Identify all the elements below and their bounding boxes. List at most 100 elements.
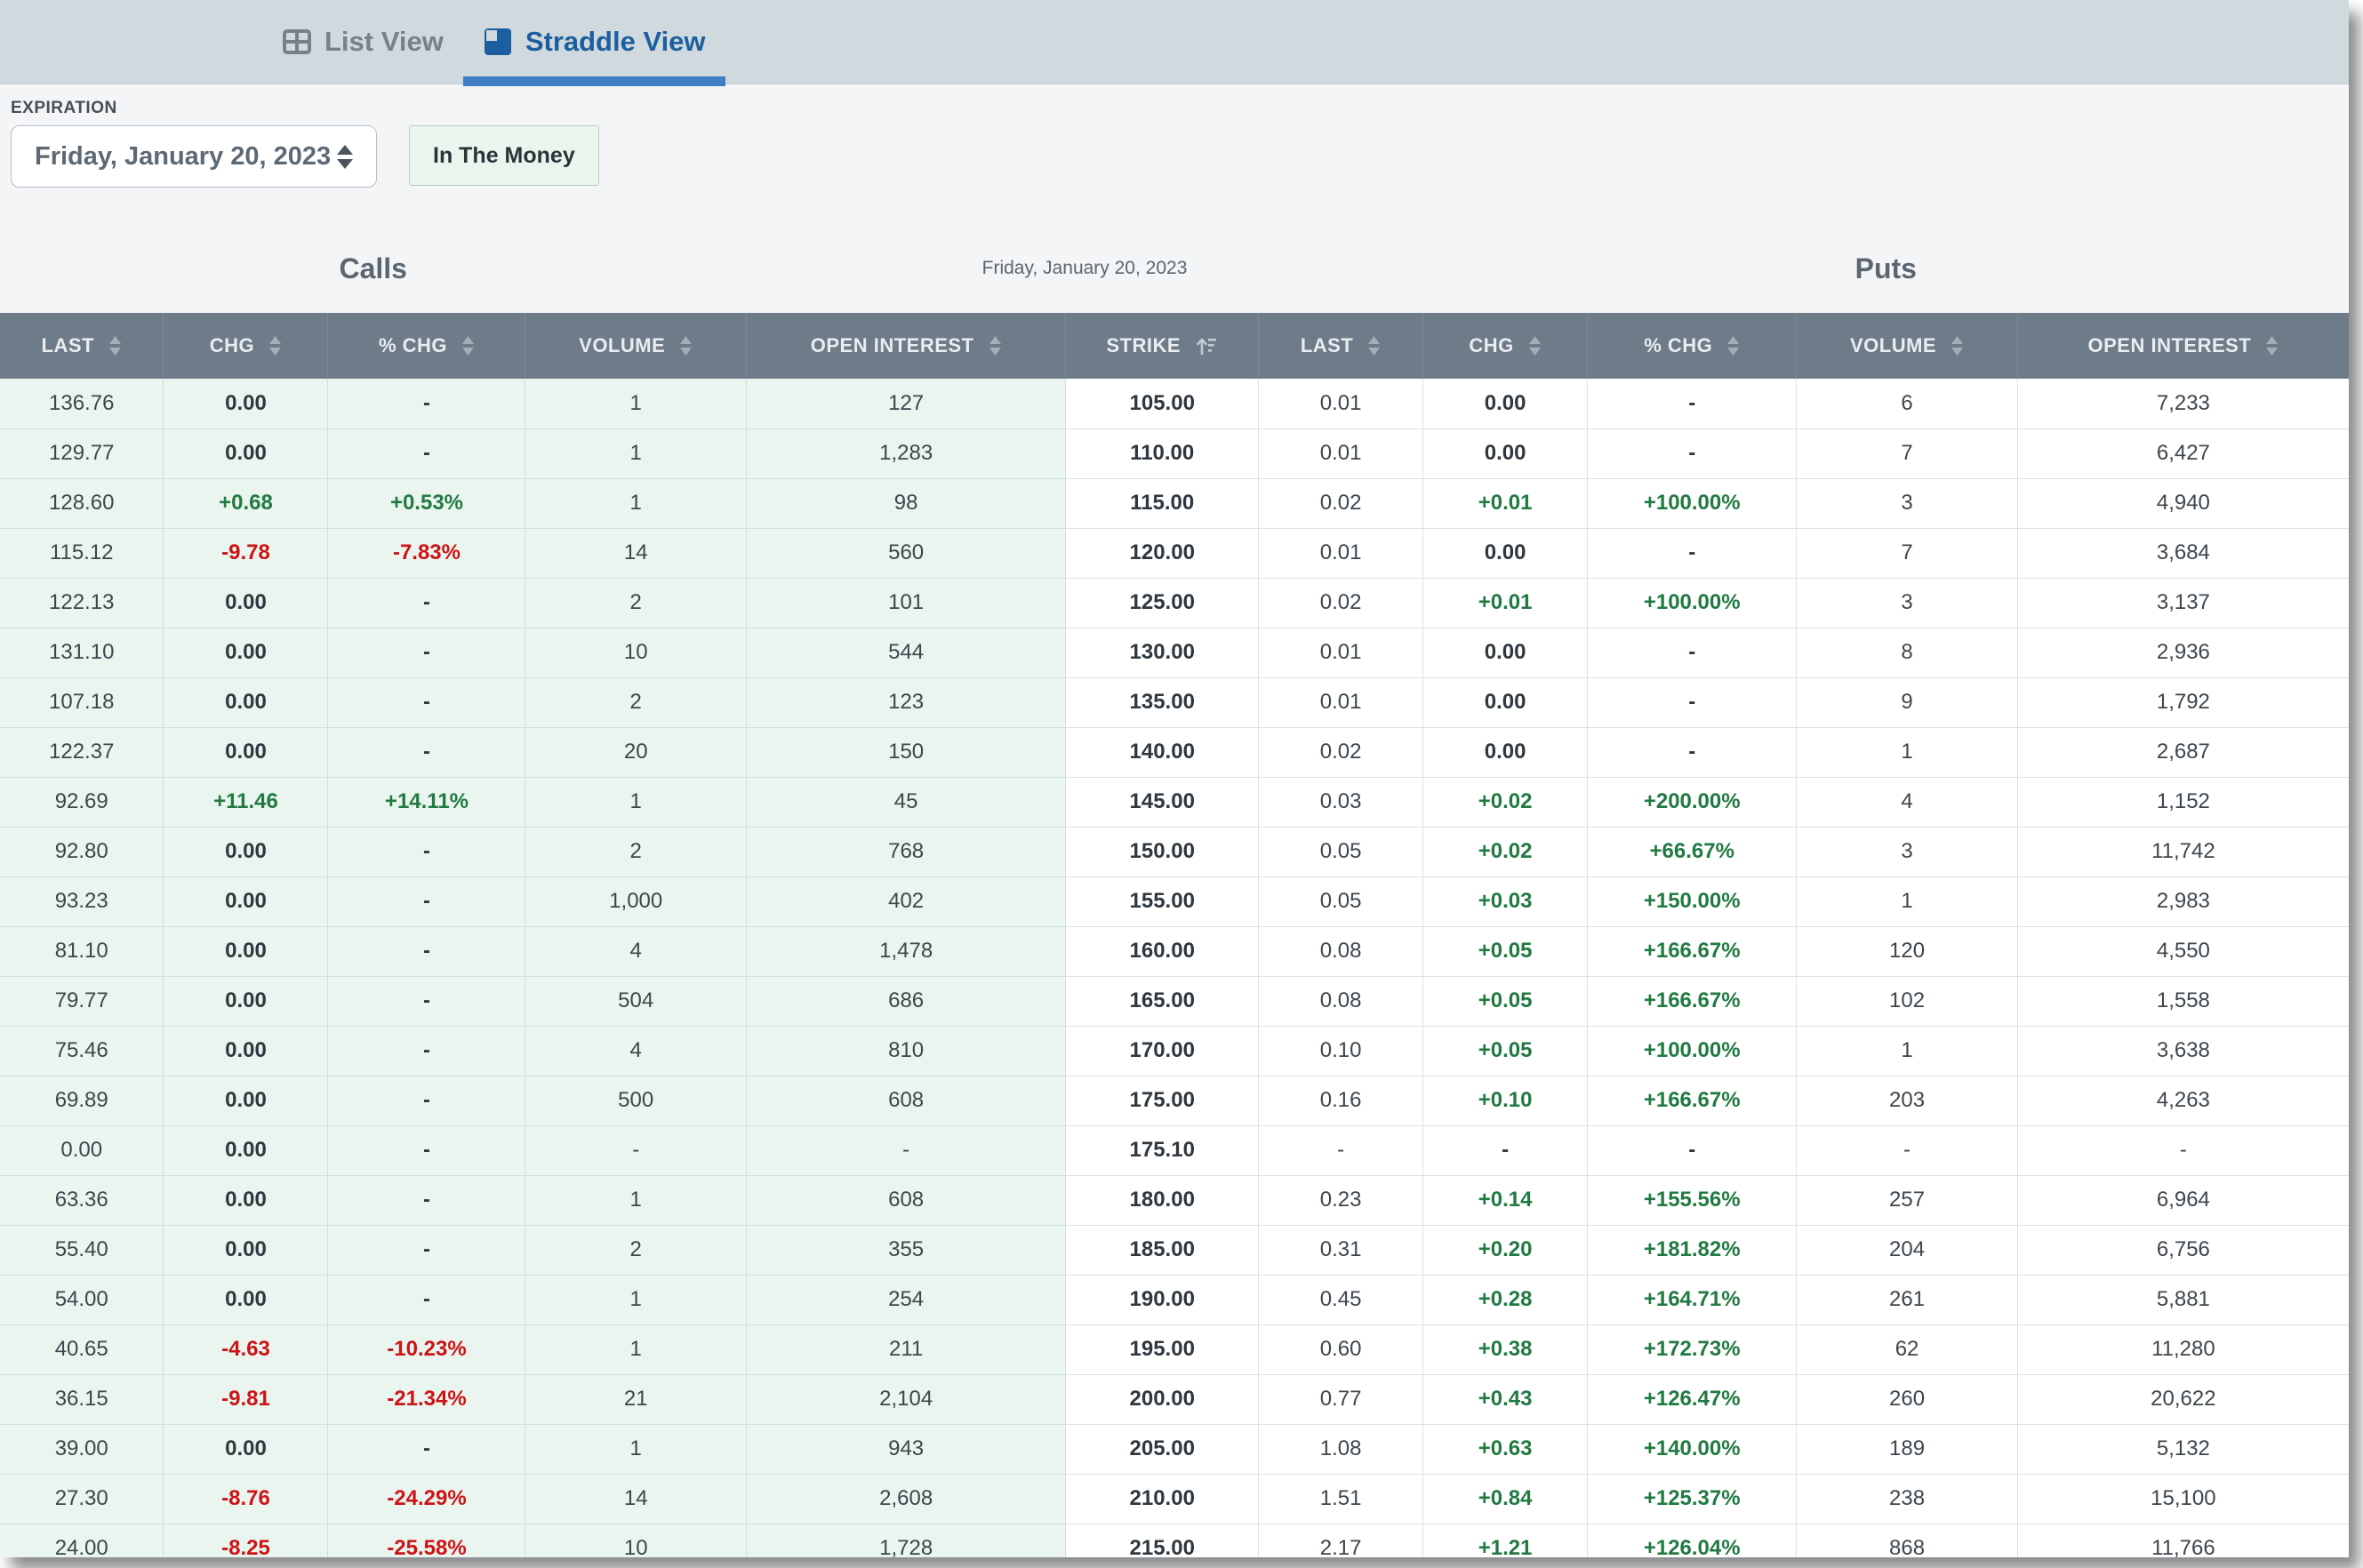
calls-last-header[interactable]: LAST <box>0 313 164 379</box>
option-row: 136.76 0.00-1 127 105.00 0.01 0.00-6 7,233 <box>0 379 2349 429</box>
calls-volume-cell: 21 <box>525 1374 747 1425</box>
puts-volume-header[interactable]: VOLUME <box>1796 313 2018 379</box>
strike-cell: 105.00 <box>1065 379 1260 429</box>
calls-chg-header[interactable]: CHG <box>163 313 329 379</box>
puts-pct-chg-cell: +126.47% <box>1587 1374 1798 1425</box>
puts-last-cell: 0.01 <box>1258 379 1424 429</box>
calls-volume-cell: 1 <box>525 1275 747 1325</box>
calls-section-title: Calls <box>339 252 407 284</box>
calls-last-cell: 93.23 <box>0 876 164 927</box>
calls-volume-cell: 2 <box>525 827 747 877</box>
puts-pct-chg-header[interactable]: % CHG <box>1587 313 1798 379</box>
sort-icon <box>1727 336 1740 356</box>
puts-chg-cell: +0.10 <box>1422 1076 1589 1126</box>
puts-volume-cell: 868 <box>1796 1524 2018 1557</box>
puts-chg-cell: 0.00 <box>1422 677 1589 728</box>
puts-open-interest-cell: 11,742 <box>2017 827 2349 877</box>
tab-straddle-view[interactable]: Straddle View <box>462 0 725 86</box>
calls-volume-cell: 10 <box>525 1524 747 1557</box>
calls-chg-cell: 0.00 <box>163 1275 329 1325</box>
strike-cell: 120.00 <box>1065 528 1260 579</box>
puts-volume-cell: 1 <box>1796 876 2018 927</box>
option-row: 81.10 0.00-4 1,478 160.00 0.08 +0.05 +166.67% 1… <box>0 926 2349 977</box>
calls-open-interest-header[interactable]: OPEN INTEREST <box>746 313 1067 379</box>
calls-volume-cell: 1 <box>525 478 747 529</box>
section-heading-row: Calls Friday, January 20, 2023 Puts <box>0 224 2349 313</box>
puts-volume-cell: 8 <box>1796 628 2018 678</box>
calls-pct-chg-cell: +0.53% <box>327 478 526 529</box>
puts-volume-cell: 7 <box>1796 528 2018 579</box>
puts-volume-cell: 102 <box>1796 976 2018 1027</box>
calls-pct-chg-cell: - <box>327 727 526 778</box>
calls-chg-cell: 0.00 <box>163 827 329 877</box>
puts-last-cell: 1.51 <box>1258 1474 1424 1524</box>
calls-last-cell: 92.69 <box>0 777 164 828</box>
calls-pct-chg-cell: -21.34% <box>327 1374 526 1425</box>
strike-cell: 110.00 <box>1065 428 1260 479</box>
puts-last-cell: 0.08 <box>1258 976 1424 1027</box>
sort-icon <box>269 336 282 356</box>
puts-pct-chg-cell: +100.00% <box>1587 578 1798 628</box>
puts-open-interest-cell: 2,936 <box>2017 628 2349 678</box>
calls-chg-cell: -8.76 <box>163 1474 329 1524</box>
puts-open-interest-header[interactable]: OPEN INTEREST <box>2017 313 2349 379</box>
puts-last-cell: 0.02 <box>1258 727 1424 778</box>
option-row: 0.00 0.00- - -175.10- - - - - <box>0 1125 2349 1176</box>
puts-pct-chg-cell: +155.56% <box>1587 1175 1798 1226</box>
calls-open-interest-cell: 1,478 <box>746 926 1067 977</box>
calls-chg-cell: 0.00 <box>163 428 329 479</box>
calls-open-interest-cell: 2,608 <box>746 1474 1067 1524</box>
calls-volume-cell: 2 <box>525 1225 747 1276</box>
puts-section-title: Puts <box>1854 252 1917 284</box>
calls-volume-cell: 1,000 <box>525 876 747 927</box>
puts-open-interest-cell: 5,881 <box>2017 1275 2349 1325</box>
calls-volume-cell: 4 <box>525 1026 747 1076</box>
calls-pct-chg-cell: - <box>327 926 526 977</box>
list-view-grid-icon <box>282 27 312 57</box>
puts-chg-cell: +0.05 <box>1422 926 1589 977</box>
calls-last-cell: 55.40 <box>0 1225 164 1276</box>
strike-cell: 195.00 <box>1065 1324 1260 1375</box>
puts-volume-cell: 238 <box>1796 1474 2018 1524</box>
calls-pct-chg-header[interactable]: % CHG <box>327 313 526 379</box>
tab-list-view[interactable]: List View <box>262 0 463 84</box>
option-row: 69.89 0.00-500 608 175.00 0.16 +0.10 +166.67% 2… <box>0 1076 2349 1126</box>
puts-chg-cell: +0.38 <box>1422 1324 1589 1375</box>
puts-chg-cell: +0.20 <box>1422 1225 1589 1276</box>
puts-open-interest-cell: 2,983 <box>2017 876 2349 927</box>
puts-pct-chg-cell: - <box>1587 677 1798 728</box>
calls-pct-chg-cell: -10.23% <box>327 1324 526 1375</box>
sort-icon <box>108 336 121 356</box>
expiration-select[interactable]: Friday, January 20, 2023 <box>11 125 377 188</box>
in-the-money-button[interactable]: In The Money <box>409 125 599 186</box>
calls-last-cell: 122.37 <box>0 727 164 778</box>
puts-last-header[interactable]: LAST <box>1258 313 1424 379</box>
puts-chg-cell: 0.00 <box>1422 428 1589 479</box>
calls-chg-cell: +0.68 <box>163 478 329 529</box>
calls-open-interest-cell: 150 <box>746 727 1067 778</box>
strike-cell: 185.00 <box>1065 1225 1260 1276</box>
column-header-row: LAST CHG % CHG VOLUME OPEN INTEREST STRI… <box>0 313 2349 379</box>
puts-chg-header[interactable]: CHG <box>1422 313 1589 379</box>
calls-volume-cell: 1 <box>525 428 747 479</box>
option-row: 63.36 0.00-1 608 180.00 0.23 +0.14 +155.56% 257… <box>0 1175 2349 1226</box>
puts-volume-cell: 3 <box>1796 827 2018 877</box>
calls-chg-cell: 0.00 <box>163 876 329 927</box>
calls-open-interest-cell: 768 <box>746 827 1067 877</box>
strike-cell: 130.00 <box>1065 628 1260 678</box>
puts-last-cell: 0.77 <box>1258 1374 1424 1425</box>
calls-volume-header[interactable]: VOLUME <box>525 313 747 379</box>
puts-open-interest-cell: 3,137 <box>2017 578 2349 628</box>
puts-open-interest-cell: 6,964 <box>2017 1175 2349 1226</box>
strike-header[interactable]: STRIKE <box>1065 313 1260 379</box>
sort-ascending-icon <box>1197 338 1217 356</box>
puts-open-interest-cell: 5,132 <box>2017 1424 2349 1475</box>
puts-open-interest-cell: 3,638 <box>2017 1026 2349 1076</box>
calls-chg-cell: 0.00 <box>163 379 329 429</box>
calls-chg-cell: 0.00 <box>163 1026 329 1076</box>
option-row: 92.69 +11.46 +14.11% 1 45 145.00 0.03 +0.02 +200… <box>0 777 2349 828</box>
puts-chg-cell: 0.00 <box>1422 528 1589 579</box>
puts-pct-chg-cell: +164.71% <box>1587 1275 1798 1325</box>
puts-pct-chg-cell: - <box>1587 428 1798 479</box>
